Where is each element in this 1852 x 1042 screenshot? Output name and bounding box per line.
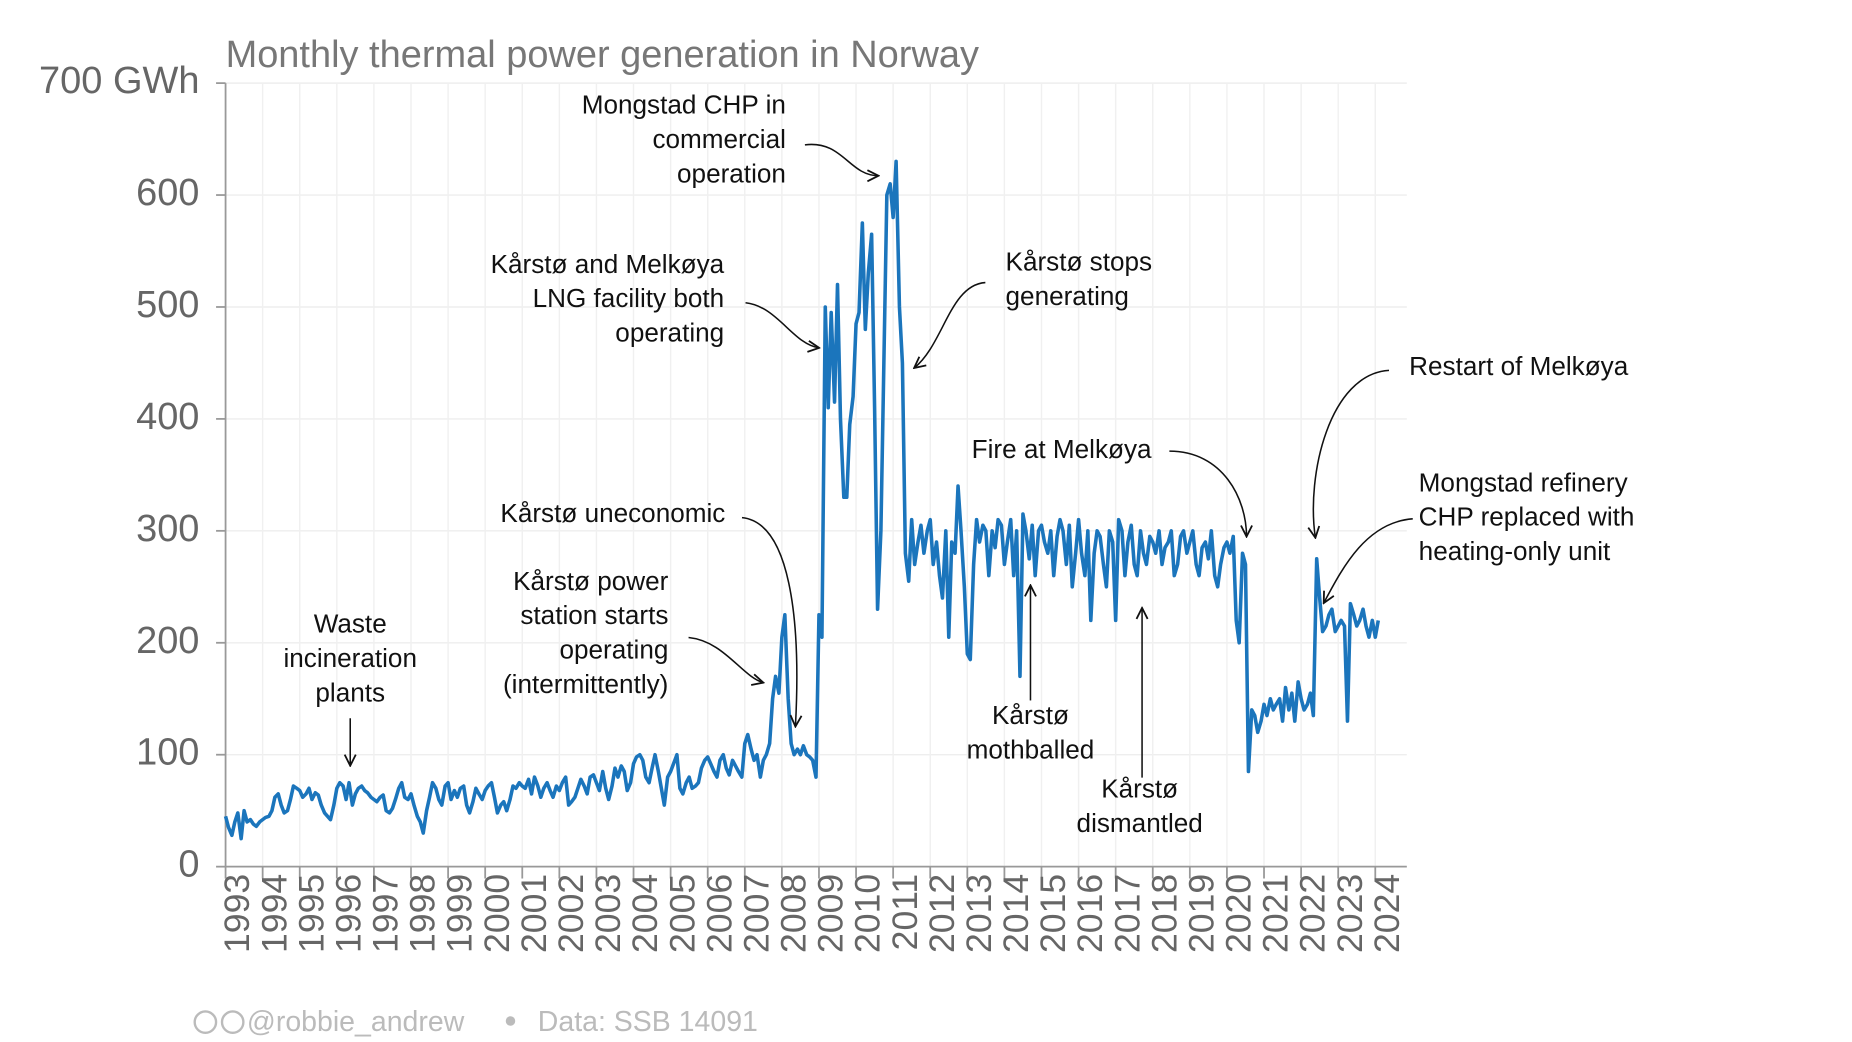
credit: @robbie_andrew xyxy=(247,1006,465,1038)
x-tick-label: 2012 xyxy=(922,874,962,953)
x-tick-label: 2022 xyxy=(1293,874,1333,953)
annotations: Waste incineration plants Kårstø power stati… xyxy=(283,90,1634,838)
y-tick-label: 500 xyxy=(136,284,199,326)
annotation: dismantled xyxy=(1077,808,1203,838)
x-tick-label: 2014 xyxy=(996,874,1036,953)
x-tick-label: 2019 xyxy=(1181,874,1221,953)
annotation: heating-only unit xyxy=(1419,536,1611,566)
annotation: Kårstø stops xyxy=(1006,246,1153,276)
x-tick-label: 2007 xyxy=(736,874,776,953)
data-line xyxy=(223,159,1381,841)
x-tick-label: 2000 xyxy=(477,874,517,953)
x-tick-label: 1998 xyxy=(403,874,443,953)
x-tick-label: 2002 xyxy=(551,874,591,953)
x-tick-label: 2011 xyxy=(885,874,925,951)
annotation: commercial xyxy=(652,124,785,154)
annotation: Waste xyxy=(314,609,387,639)
x-tick-label: 2024 xyxy=(1367,874,1407,953)
annotation: Kårstø uneconomic xyxy=(500,498,725,528)
x-tick-label: 2016 xyxy=(1070,874,1110,953)
by-icon xyxy=(220,1010,245,1035)
x-tick-label: 2008 xyxy=(774,874,814,953)
arrow xyxy=(745,301,820,348)
annotation: plants xyxy=(315,677,385,707)
x-tick-label: 2021 xyxy=(1256,874,1296,953)
arrow xyxy=(688,636,764,683)
x-tick-label: 1993 xyxy=(217,874,257,953)
x-tick-label: 2013 xyxy=(959,874,999,953)
y-tick-label: 0 xyxy=(178,844,199,886)
annotation: Fire at Melkøya xyxy=(972,434,1152,464)
separator xyxy=(505,1016,516,1026)
annotation: Kårstø power xyxy=(513,566,669,596)
x-tick-label: 1997 xyxy=(366,874,406,953)
x-tick-label: 2003 xyxy=(588,874,628,953)
annotation: operation xyxy=(677,159,786,189)
annotation: Restart of Melkøya xyxy=(1409,351,1629,381)
x-tick-label: 2006 xyxy=(699,874,739,953)
annotation: LNG facility both xyxy=(533,283,725,313)
y-tick-label: 400 xyxy=(136,396,199,438)
x-tick-label: 2009 xyxy=(811,874,851,953)
x-tick-label: 2004 xyxy=(625,874,665,953)
y-tick-label: 200 xyxy=(136,620,199,662)
annotation: station starts xyxy=(520,600,668,630)
annotation: operating xyxy=(615,318,724,348)
cc-icon xyxy=(193,1010,218,1035)
annotation: Mongstad CHP in xyxy=(582,90,786,120)
annotation: CHP replaced with xyxy=(1419,502,1635,532)
x-tick-label: 2005 xyxy=(662,874,702,953)
y-tick-label: 100 xyxy=(136,732,199,774)
x-tick-label: 2023 xyxy=(1330,874,1370,953)
source: Data: SSB 14091 xyxy=(538,1006,758,1038)
x-tick-label: 2015 xyxy=(1033,874,1073,953)
x-tick-label: 1996 xyxy=(328,874,368,953)
annotation: Mongstad refinery xyxy=(1419,467,1628,497)
arrow xyxy=(914,281,986,368)
x-tick-label: 1999 xyxy=(440,874,480,953)
arrow xyxy=(1313,369,1390,537)
annotation: operating xyxy=(560,635,669,665)
annotation: (intermittently) xyxy=(503,669,668,699)
x-tick-label: 2010 xyxy=(848,874,888,953)
arrow xyxy=(1169,450,1246,536)
chart-title: Monthly thermal power generation in Norw… xyxy=(226,34,979,76)
y-tick-label: 600 xyxy=(136,172,199,214)
arrow xyxy=(804,143,879,175)
annotation: generating xyxy=(1006,281,1129,311)
y-tick-label: 700 GWh xyxy=(39,60,199,102)
x-tick-label: 2020 xyxy=(1219,874,1259,953)
annotation: mothballed xyxy=(967,734,1095,764)
arrow xyxy=(1324,518,1413,603)
x-tick-label: 1995 xyxy=(291,874,331,953)
plot xyxy=(223,159,1381,841)
arrow xyxy=(741,516,797,727)
annotation: Kårstø xyxy=(992,700,1069,730)
grid xyxy=(224,82,1407,868)
x-tick-label: 2017 xyxy=(1107,874,1147,953)
annotation: incineration xyxy=(283,643,417,673)
annotation: Kårstø xyxy=(1101,774,1178,804)
x-tick-label: 1994 xyxy=(254,874,294,953)
x-tick-label: 2001 xyxy=(514,874,554,953)
annotation: Kårstø and Melkøya xyxy=(491,249,725,279)
y-tick-label: 300 xyxy=(136,508,199,550)
x-tick-label: 2018 xyxy=(1144,874,1184,953)
footer: @robbie_andrew Data: SSB 14091 xyxy=(193,1006,758,1038)
